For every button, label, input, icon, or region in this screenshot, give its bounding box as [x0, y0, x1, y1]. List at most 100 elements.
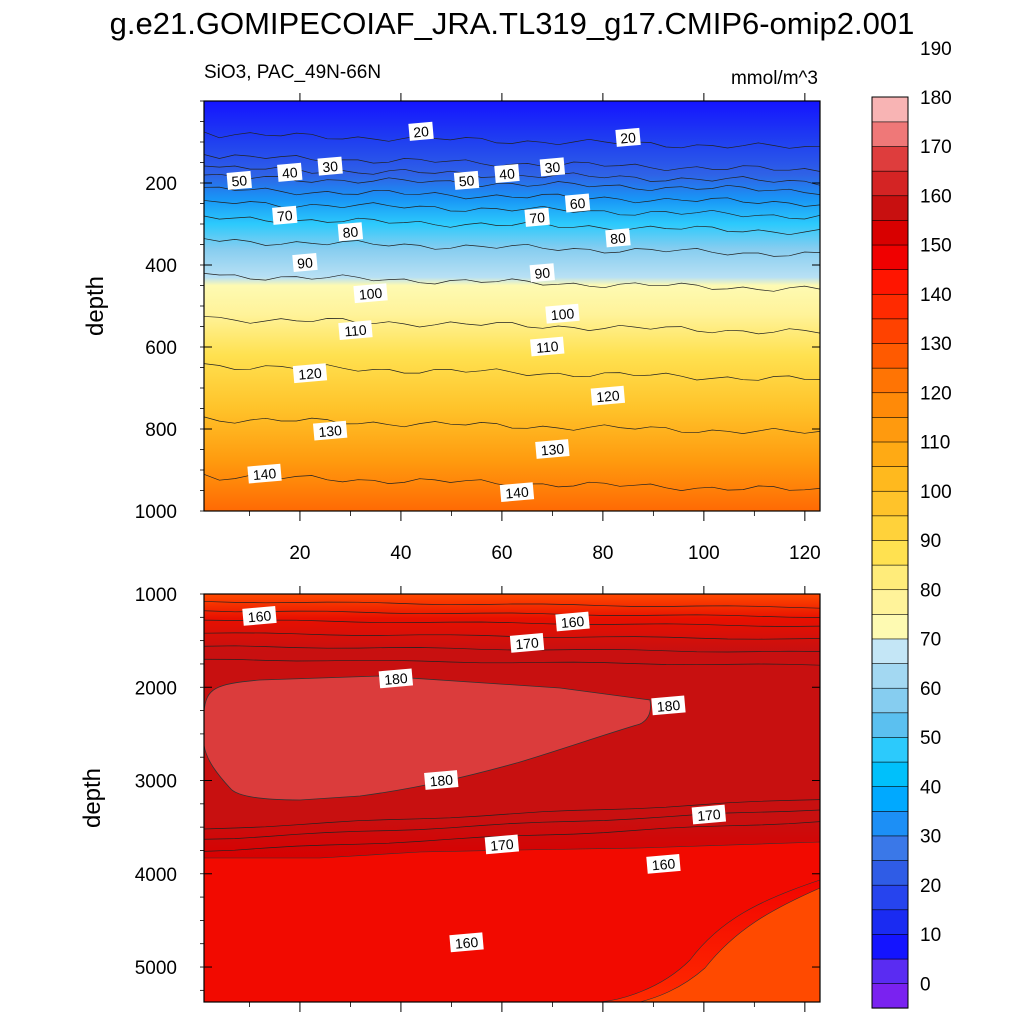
contour-label-text: 90 [297, 254, 314, 271]
contour-label: 20 [408, 121, 434, 141]
contour-label-text: 60 [569, 195, 586, 212]
colorbar-label: 80 [920, 580, 941, 601]
contour-label-text: 100 [358, 285, 383, 303]
contour-label: 140 [499, 482, 535, 503]
x-tick-label: 80 [592, 543, 613, 564]
contour-label: 50 [453, 170, 480, 190]
contour-label-bg [564, 193, 591, 213]
contour-label: 20 [615, 127, 641, 147]
y-tick-label: 4000 [135, 865, 177, 886]
contour-label: 180 [651, 695, 686, 716]
contour-label: 180 [378, 668, 414, 689]
y-tick-label: 5000 [135, 958, 177, 979]
colorbar-label: 60 [920, 679, 941, 700]
contour-label-bg [272, 205, 298, 225]
contour-label-bg [317, 156, 343, 176]
colorbar-swatch [871, 835, 909, 861]
contour-label-text: 180 [384, 670, 409, 688]
contour-label-text: 20 [620, 129, 637, 146]
colorbar: 0 10 20 30 40 50 60 70 80 90 100 110 120 130 140 150 160… [871, 39, 952, 1009]
colorbar-swatch [871, 859, 909, 886]
contour-label-bg [524, 207, 550, 227]
contour-label-bg [494, 163, 520, 184]
lower-contour-labels: 160 160 170 180 180 180 170 170 160 160 [242, 605, 727, 953]
contour-label-text: 110 [344, 322, 368, 340]
lower-panel: 160 160 170 180 180 180 170 170 160 160 1000 2000 3… [79, 585, 821, 1012]
variable-region-label: SiO3, PAC_49N-66N [204, 62, 382, 83]
contour-label-bg [292, 363, 328, 384]
contour-label-bg [646, 853, 681, 874]
colorbar-label: 170 [920, 137, 952, 158]
colorbar-label: 110 [920, 433, 950, 454]
contour-label-text: 120 [596, 387, 621, 405]
colorbar-swatch [871, 638, 909, 664]
colorbar-label: 100 [920, 482, 952, 503]
colorbar-swatch [871, 269, 909, 295]
contour-label-text: 70 [276, 207, 293, 224]
contour-label-text: 30 [544, 159, 561, 176]
x-tick-label: 20 [289, 543, 310, 564]
contour-label-text: 50 [458, 172, 475, 189]
contour-label-text: 130 [540, 440, 565, 458]
colorbar-swatch [871, 416, 909, 443]
colorbar-label: 160 [920, 187, 952, 208]
colorbar-swatch [871, 539, 909, 566]
contour-label: 160 [449, 932, 484, 953]
colorbar-swatch [871, 145, 909, 172]
contour-label-bg [408, 121, 434, 141]
contour-label-bg [312, 420, 348, 441]
contour-label-bg [535, 439, 570, 459]
colorbar-swatch [871, 909, 909, 935]
contour-line [203, 610, 821, 618]
contour-label: 160 [555, 611, 590, 632]
colorbar-label: 180 [920, 88, 952, 109]
colorbar-label: 190 [920, 39, 952, 60]
contour-label-bg [424, 770, 459, 790]
contour-label-text: 100 [550, 305, 575, 323]
contour-label-text: 160 [247, 607, 272, 625]
contour-label: 80 [337, 222, 364, 242]
colorbar-swatch [871, 712, 909, 738]
contour-label-bg [226, 170, 252, 190]
units-label: mmol/m^3 [730, 68, 818, 89]
contour-label-text: 180 [656, 697, 681, 715]
colorbar-swatch [871, 219, 909, 246]
upper-plot-area [204, 101, 820, 511]
contour-label-text: 80 [342, 224, 359, 241]
contour-label: 120 [292, 363, 328, 384]
contour-label-bg [530, 336, 565, 357]
lower-plot-frame [203, 593, 821, 1003]
contour-label: 40 [277, 162, 303, 182]
x-tick-label: 60 [491, 543, 512, 564]
contour-label: 170 [691, 804, 727, 825]
contour-label-text: 50 [231, 172, 248, 189]
y-tick-label: 200 [145, 174, 177, 195]
contour-label-text: 170 [697, 806, 722, 824]
colorbar-label: 30 [920, 827, 941, 848]
colorbar-swatch [871, 392, 909, 418]
contour-line-70 [203, 200, 821, 220]
contour-label: 70 [272, 205, 298, 225]
contour-label-bg [449, 932, 484, 953]
colorbar-swatch [871, 121, 909, 147]
contour-label-bg [353, 283, 388, 304]
contour-line-100 [203, 273, 821, 292]
colorbar-label: 140 [920, 285, 952, 306]
colorbar-swatch [871, 687, 909, 714]
colorbar-swatch [871, 342, 909, 369]
y-tick-label: 3000 [135, 772, 177, 793]
colorbar-swatch [871, 810, 909, 837]
contour-label-text: 160 [651, 855, 676, 873]
colorbar-swatch [871, 884, 909, 911]
colorbar-swatch [871, 786, 909, 812]
contour-label-bg [292, 252, 318, 273]
lower-x-axis [249, 586, 806, 1012]
y-tick-label: 2000 [135, 678, 177, 699]
contour-line-130 [203, 416, 821, 434]
contour-label-bg [378, 668, 414, 689]
contour-label: 40 [494, 163, 520, 184]
upper-panel: 20 20 30 40 50 50 40 30 70 80 60 70 80 90 90 100 100 110 1… [82, 93, 821, 564]
colorbar-label: 20 [920, 876, 941, 897]
contour-label: 80 [605, 228, 631, 248]
contour-label-bg [499, 482, 535, 503]
